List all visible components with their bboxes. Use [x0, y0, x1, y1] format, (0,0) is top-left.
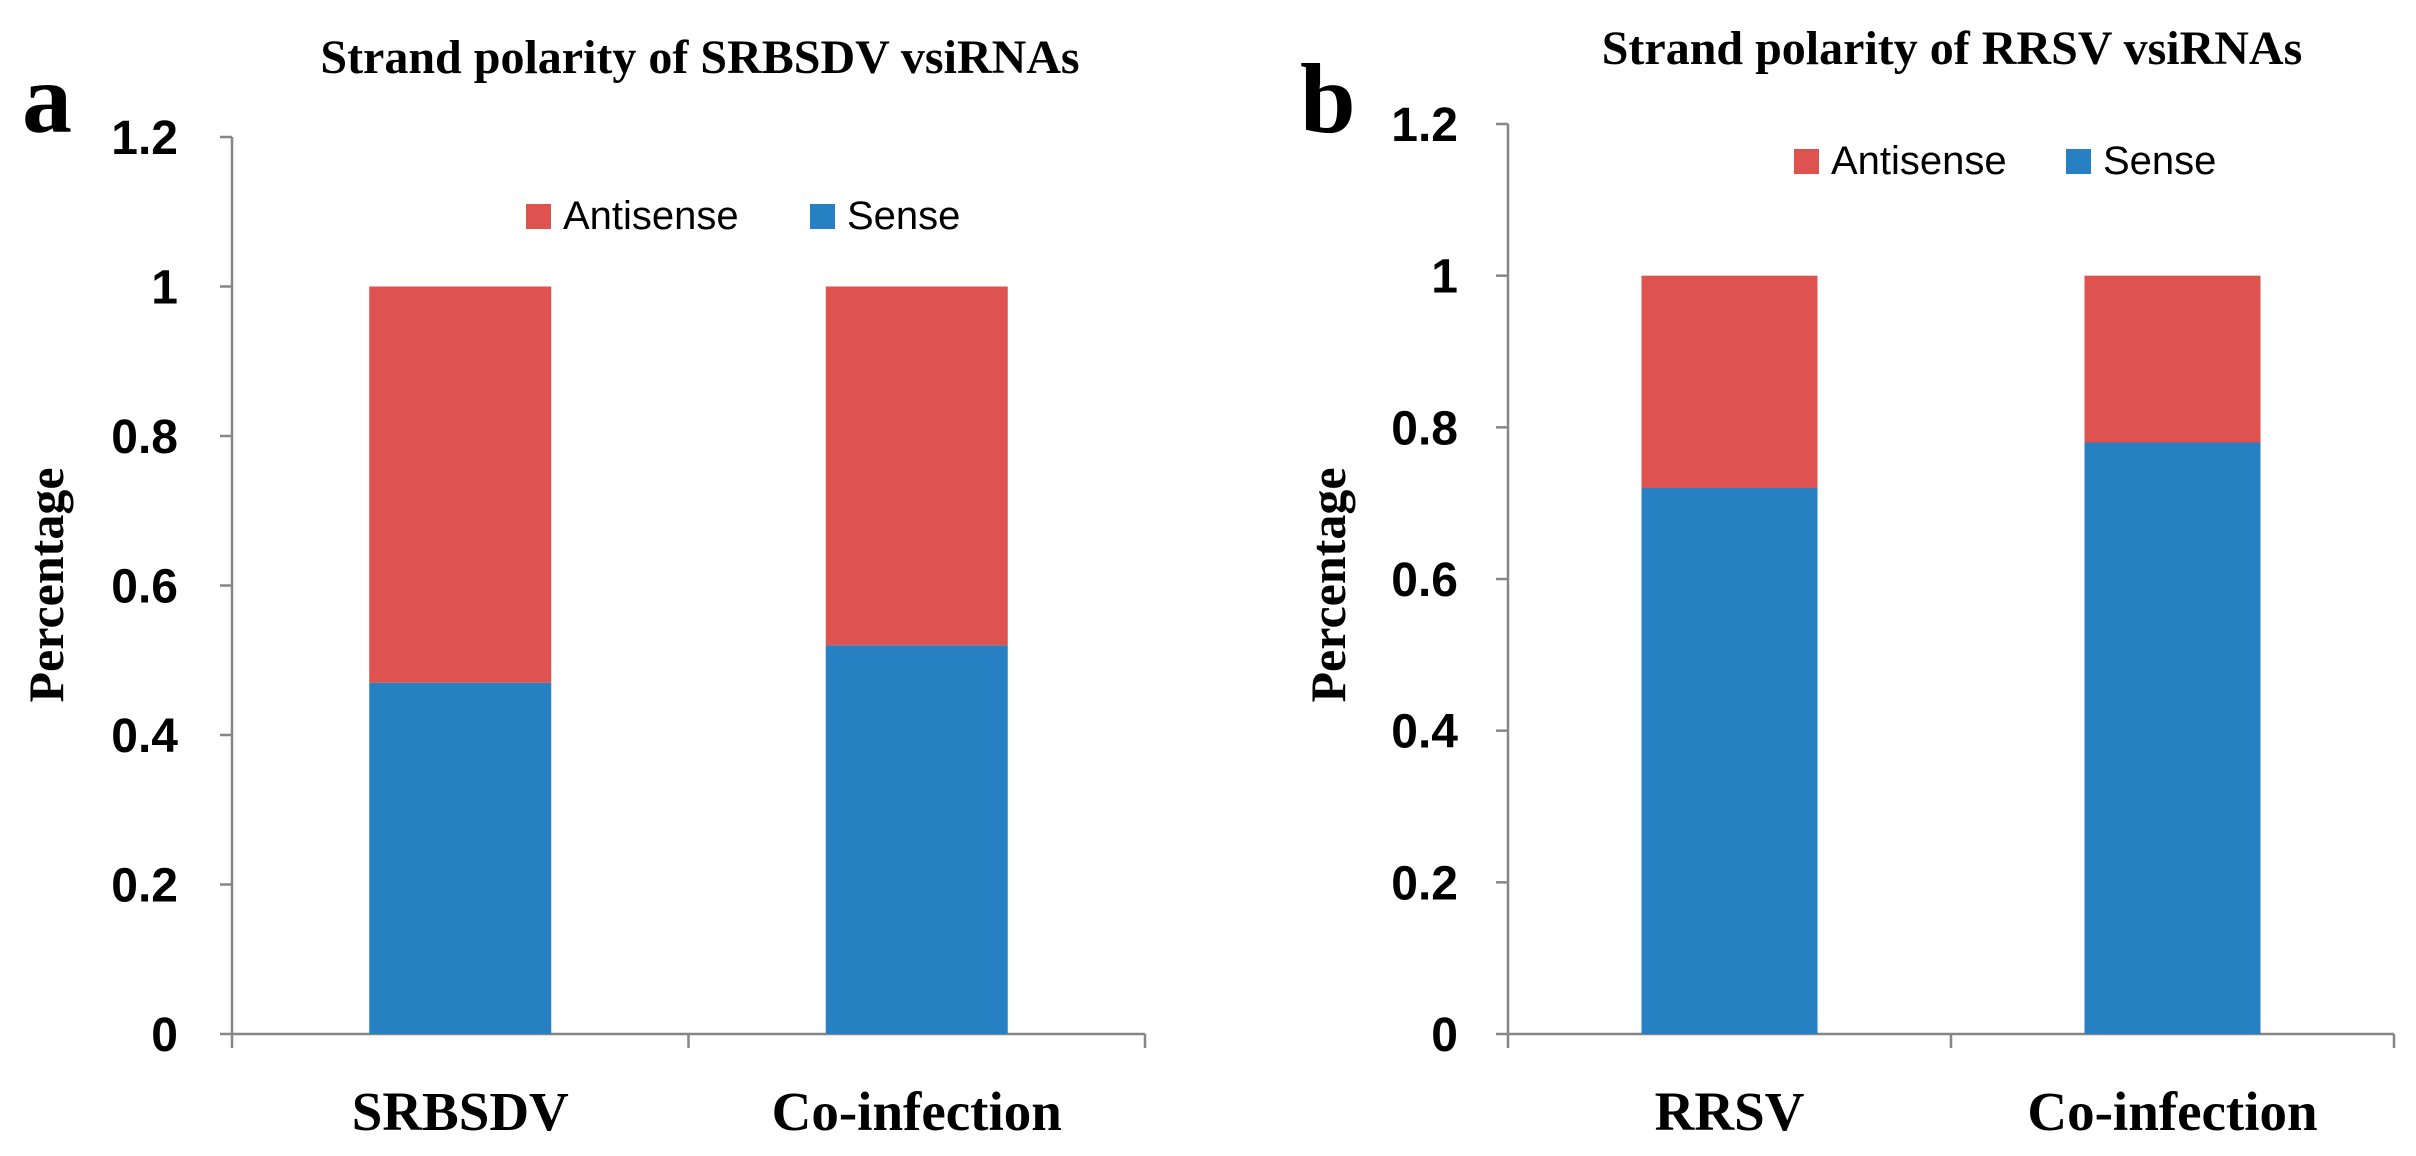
legend-label-sense: Sense — [2103, 139, 2216, 183]
bar-sense-srbsdv — [369, 682, 552, 1034]
y-tick-label: 0.6 — [1391, 554, 1458, 607]
x-tick-label: RRSV — [1655, 1081, 1805, 1142]
legend-swatch-antisense — [526, 204, 551, 229]
bar-antisense-srbsdv — [369, 286, 552, 683]
legend-label-antisense: Antisense — [1831, 139, 2007, 183]
chart-title: Strand polarity of SRBSDV vsiRNAs — [320, 31, 1079, 84]
bar-antisense-rrsv — [1641, 275, 1818, 488]
chart-panel-b: Strand polarity of RRSV vsiRNAs b Percenta… — [1300, 22, 2396, 1142]
y-tick-label: 1 — [1431, 251, 1458, 304]
y-tick-label: 1 — [151, 262, 178, 315]
legend-label-sense: Sense — [847, 194, 960, 238]
bar-antisense-co-infection — [825, 286, 1008, 646]
x-tick-label: SRBSDV — [352, 1081, 569, 1142]
panel-label: b — [1300, 43, 1356, 154]
legend-swatch-antisense — [1794, 149, 1819, 174]
y-tick-label: 0.2 — [111, 860, 178, 913]
chart-panel-a: Strand polarity of SRBSDV vsiRNAs a Percen… — [18, 31, 1147, 1142]
y-axis-label: Percentage — [18, 467, 74, 702]
bar-antisense-co-infection — [2084, 275, 2261, 443]
x-tick-label: Co-infection — [772, 1081, 1062, 1142]
y-tick-label: 0.2 — [1391, 857, 1458, 910]
y-tick-label: 1.2 — [111, 112, 178, 165]
legend-swatch-sense — [810, 204, 835, 229]
y-tick-label: 0 — [1431, 1009, 1458, 1062]
y-axis-label: Percentage — [1300, 467, 1356, 702]
bar-sense-co-infection — [2084, 442, 2261, 1034]
x-tick-label: Co-infection — [2027, 1081, 2317, 1142]
bar-sense-co-infection — [825, 645, 1008, 1034]
panel-label: a — [22, 43, 72, 154]
y-tick-label: 0.4 — [111, 710, 178, 763]
y-tick-label: 0.4 — [1391, 706, 1458, 759]
y-tick-label: 0.8 — [111, 411, 178, 464]
y-tick-label: 1.2 — [1391, 99, 1458, 152]
chart-title: Strand polarity of RRSV vsiRNAs — [1602, 22, 2303, 75]
y-tick-label: 0 — [151, 1009, 178, 1062]
legend-label-antisense: Antisense — [563, 194, 739, 238]
legend-swatch-sense — [2066, 149, 2091, 174]
bar-sense-rrsv — [1641, 488, 1818, 1034]
y-tick-label: 0.8 — [1391, 402, 1458, 455]
y-tick-label: 0.6 — [111, 561, 178, 614]
